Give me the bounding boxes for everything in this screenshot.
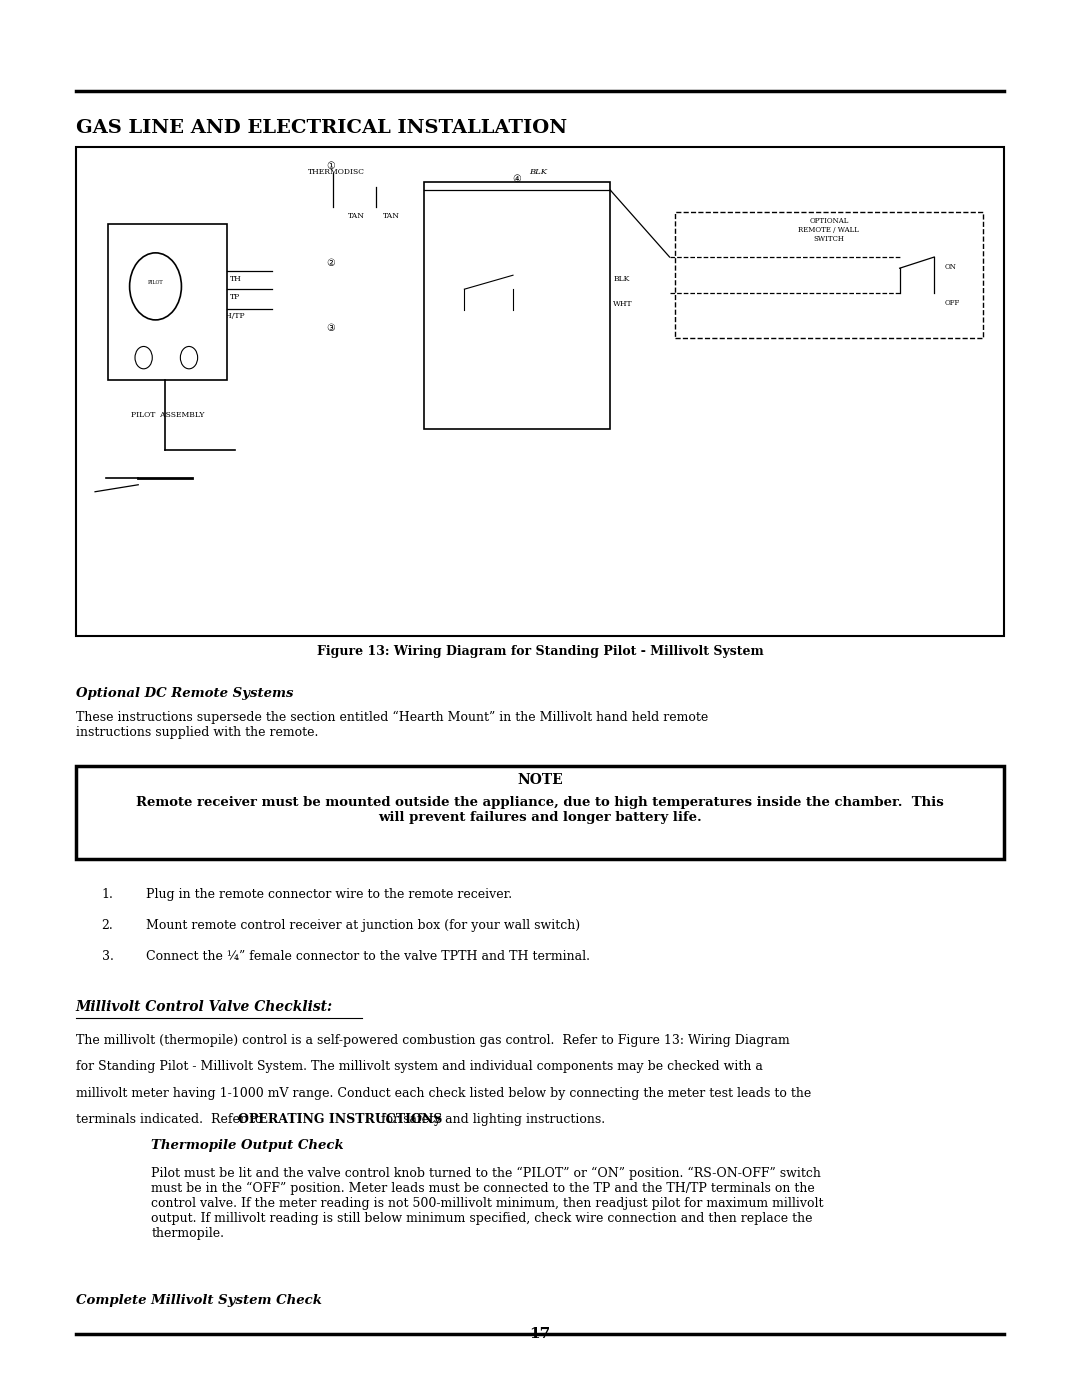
Text: TH: TH — [230, 275, 242, 284]
Text: terminals indicated.  Refer to: terminals indicated. Refer to — [76, 1113, 266, 1126]
Text: ①: ① — [326, 161, 335, 172]
Text: 3.: 3. — [102, 950, 113, 963]
Text: BLK: BLK — [529, 168, 548, 176]
Text: TH/TP: TH/TP — [221, 312, 246, 320]
Text: These instructions supersede the section entitled “Hearth Mount” in the Millivol: These instructions supersede the section… — [76, 711, 707, 739]
Text: ④: ④ — [512, 173, 521, 184]
Text: ON: ON — [945, 263, 957, 271]
Text: for Standing Pilot - Millivolt System. The millivolt system and individual compo: for Standing Pilot - Millivolt System. T… — [76, 1060, 762, 1073]
Text: Complete Millivolt System Check: Complete Millivolt System Check — [76, 1294, 322, 1306]
Text: ②: ② — [326, 257, 335, 268]
FancyBboxPatch shape — [76, 766, 1004, 859]
Text: 2.: 2. — [102, 919, 113, 932]
Text: Plug in the remote connector wire to the remote receiver.: Plug in the remote connector wire to the… — [146, 888, 512, 901]
Text: OFF: OFF — [459, 310, 474, 319]
Text: GAS LINE AND ELECTRICAL INSTALLATION: GAS LINE AND ELECTRICAL INSTALLATION — [76, 119, 567, 137]
Text: TP: TP — [230, 293, 240, 302]
Text: THERMODISC: THERMODISC — [308, 168, 365, 176]
Text: Mount remote control receiver at junction box (for your wall switch): Mount remote control receiver at junctio… — [146, 919, 580, 932]
Text: TAN: TAN — [383, 212, 401, 221]
Text: Optional DC Remote Systems: Optional DC Remote Systems — [76, 687, 293, 700]
Text: TAN: TAN — [348, 212, 365, 221]
Text: OPERATING INSTRUCTIONS: OPERATING INSTRUCTIONS — [238, 1113, 443, 1126]
Text: PILOT  ASSEMBLY: PILOT ASSEMBLY — [131, 411, 204, 419]
Text: Thermopile Output Check: Thermopile Output Check — [151, 1139, 343, 1151]
Text: NOTE: NOTE — [517, 773, 563, 787]
Text: Connect the ¼” female connector to the valve TPTH and TH terminal.: Connect the ¼” female connector to the v… — [146, 950, 590, 963]
Text: 1.: 1. — [102, 888, 113, 901]
Text: Remote receiver must be mounted outside the appliance, due to high temperatures : Remote receiver must be mounted outside … — [136, 796, 944, 824]
Text: for safety and lighting instructions.: for safety and lighting instructions. — [377, 1113, 605, 1126]
FancyBboxPatch shape — [424, 182, 610, 429]
Text: PILOT: PILOT — [148, 279, 163, 285]
Text: 17: 17 — [529, 1327, 551, 1341]
Text: The millivolt (thermopile) control is a self-powered combustion gas control.  Re: The millivolt (thermopile) control is a … — [76, 1034, 789, 1046]
FancyBboxPatch shape — [108, 224, 227, 380]
Text: OPTIONAL
REMOTE / WALL
SWITCH: OPTIONAL REMOTE / WALL SWITCH — [798, 217, 860, 243]
Text: ③: ③ — [326, 323, 335, 334]
Text: OFF: OFF — [945, 299, 960, 307]
Text: WHT: WHT — [613, 300, 633, 309]
Text: SWITCH: SWITCH — [446, 263, 480, 271]
Text: RS: RS — [484, 289, 494, 298]
Text: millivolt meter having 1-1000 mV range. Conduct each check listed below by conne: millivolt meter having 1-1000 mV range. … — [76, 1087, 811, 1099]
FancyBboxPatch shape — [76, 147, 1004, 636]
Text: ON: ON — [454, 289, 465, 298]
FancyBboxPatch shape — [675, 212, 983, 338]
Text: BLK: BLK — [613, 275, 630, 284]
Text: Figure 13: Wiring Diagram for Standing Pilot - Millivolt System: Figure 13: Wiring Diagram for Standing P… — [316, 645, 764, 658]
Text: Millivolt Control Valve Checklist:: Millivolt Control Valve Checklist: — [76, 1000, 333, 1014]
Text: Pilot must be lit and the valve control knob turned to the “PILOT” or “ON” posit: Pilot must be lit and the valve control … — [151, 1166, 824, 1241]
